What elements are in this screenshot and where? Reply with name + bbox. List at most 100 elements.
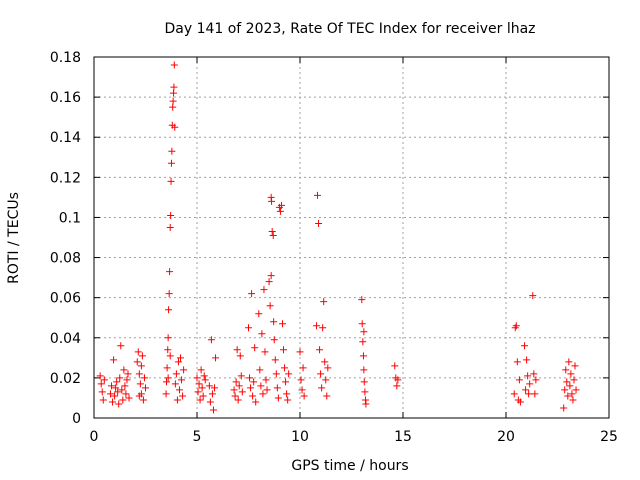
data-point <box>316 346 324 354</box>
data-point <box>262 376 270 384</box>
data-point <box>359 352 367 360</box>
data-point <box>98 388 106 396</box>
data-point <box>360 328 368 336</box>
data-point <box>274 394 282 402</box>
data-point <box>163 378 171 386</box>
data-point <box>162 390 170 398</box>
data-point <box>112 384 120 392</box>
data-point <box>531 390 539 398</box>
data-point <box>256 366 264 374</box>
data-point <box>320 298 328 306</box>
data-point <box>170 89 178 97</box>
data-point <box>569 396 577 404</box>
data-point <box>171 123 179 131</box>
data-point <box>167 177 175 185</box>
data-point <box>280 346 288 354</box>
data-point <box>393 382 401 390</box>
data-point <box>179 392 187 400</box>
data-point <box>526 380 534 388</box>
y-tick-label: 0.1 <box>59 210 81 226</box>
data-point <box>168 147 176 155</box>
data-point <box>251 344 259 352</box>
data-point <box>138 352 146 360</box>
data-point <box>165 290 173 298</box>
x-tick-label: 25 <box>600 429 618 445</box>
data-point <box>199 392 207 400</box>
data-point <box>175 386 183 394</box>
data-point <box>314 191 322 199</box>
y-tick-label: 0.02 <box>50 371 81 387</box>
data-point <box>249 392 257 400</box>
data-point <box>174 358 182 366</box>
data-point <box>529 292 537 300</box>
data-point <box>572 386 580 394</box>
data-point <box>319 324 327 332</box>
data-point <box>562 366 570 374</box>
x-tick-label: 20 <box>497 429 515 445</box>
data-point <box>114 388 122 396</box>
data-point <box>300 392 308 400</box>
data-point <box>299 364 307 372</box>
data-point <box>252 398 260 406</box>
data-point <box>568 390 576 398</box>
y-tick-label: 0.16 <box>50 90 81 106</box>
data-point <box>209 406 217 414</box>
data-point <box>167 159 175 167</box>
data-point <box>115 400 123 408</box>
data-point <box>164 334 172 342</box>
axis-ticks: 0 5 10 15 20 25 0 0.02 0.04 0.06 0.08 0.1 0.12 0.14 0.… <box>50 50 618 445</box>
data-point <box>270 318 278 326</box>
data-point <box>268 197 276 205</box>
data-point <box>272 370 280 378</box>
data-point <box>234 396 242 404</box>
data-point <box>164 346 172 354</box>
data-point <box>521 342 529 350</box>
data-point <box>122 390 130 398</box>
data-point <box>121 382 129 390</box>
data-point <box>360 378 368 386</box>
data-point <box>563 378 571 386</box>
data-point <box>324 364 332 372</box>
data-point <box>278 320 286 328</box>
data-point <box>565 358 573 366</box>
data-point <box>208 390 216 398</box>
data-point <box>269 231 277 239</box>
data-point <box>113 378 121 386</box>
x-tick-label: 15 <box>394 429 412 445</box>
data-point <box>117 342 125 350</box>
y-axis-title: ROTI / TECUs <box>6 192 22 284</box>
data-point <box>516 398 524 406</box>
data-point <box>164 374 172 382</box>
data-point <box>197 366 205 374</box>
data-point <box>297 376 305 384</box>
data-point <box>361 388 369 396</box>
data-point <box>194 388 202 396</box>
data-point <box>165 306 173 314</box>
data-point <box>266 302 274 310</box>
data-point <box>170 61 178 69</box>
data-point <box>298 386 306 394</box>
data-point <box>231 392 239 400</box>
data-point <box>163 364 171 372</box>
data-point <box>97 380 105 388</box>
data-point <box>230 386 238 394</box>
data-point <box>296 348 304 356</box>
data-point <box>111 392 119 400</box>
data-point <box>360 366 368 374</box>
y-tick-label: 0.04 <box>50 331 81 347</box>
data-point <box>391 362 399 370</box>
data-point <box>99 396 107 404</box>
data-point <box>166 223 174 231</box>
data-point <box>173 396 181 404</box>
data-point <box>166 352 174 360</box>
data-point <box>317 370 325 378</box>
data-point <box>237 372 245 380</box>
data-point <box>139 396 147 404</box>
data-point <box>178 376 186 384</box>
data-point <box>276 207 284 215</box>
data-point <box>96 372 104 380</box>
data-point <box>196 396 204 404</box>
data-point <box>273 384 281 392</box>
data-point <box>106 390 114 398</box>
